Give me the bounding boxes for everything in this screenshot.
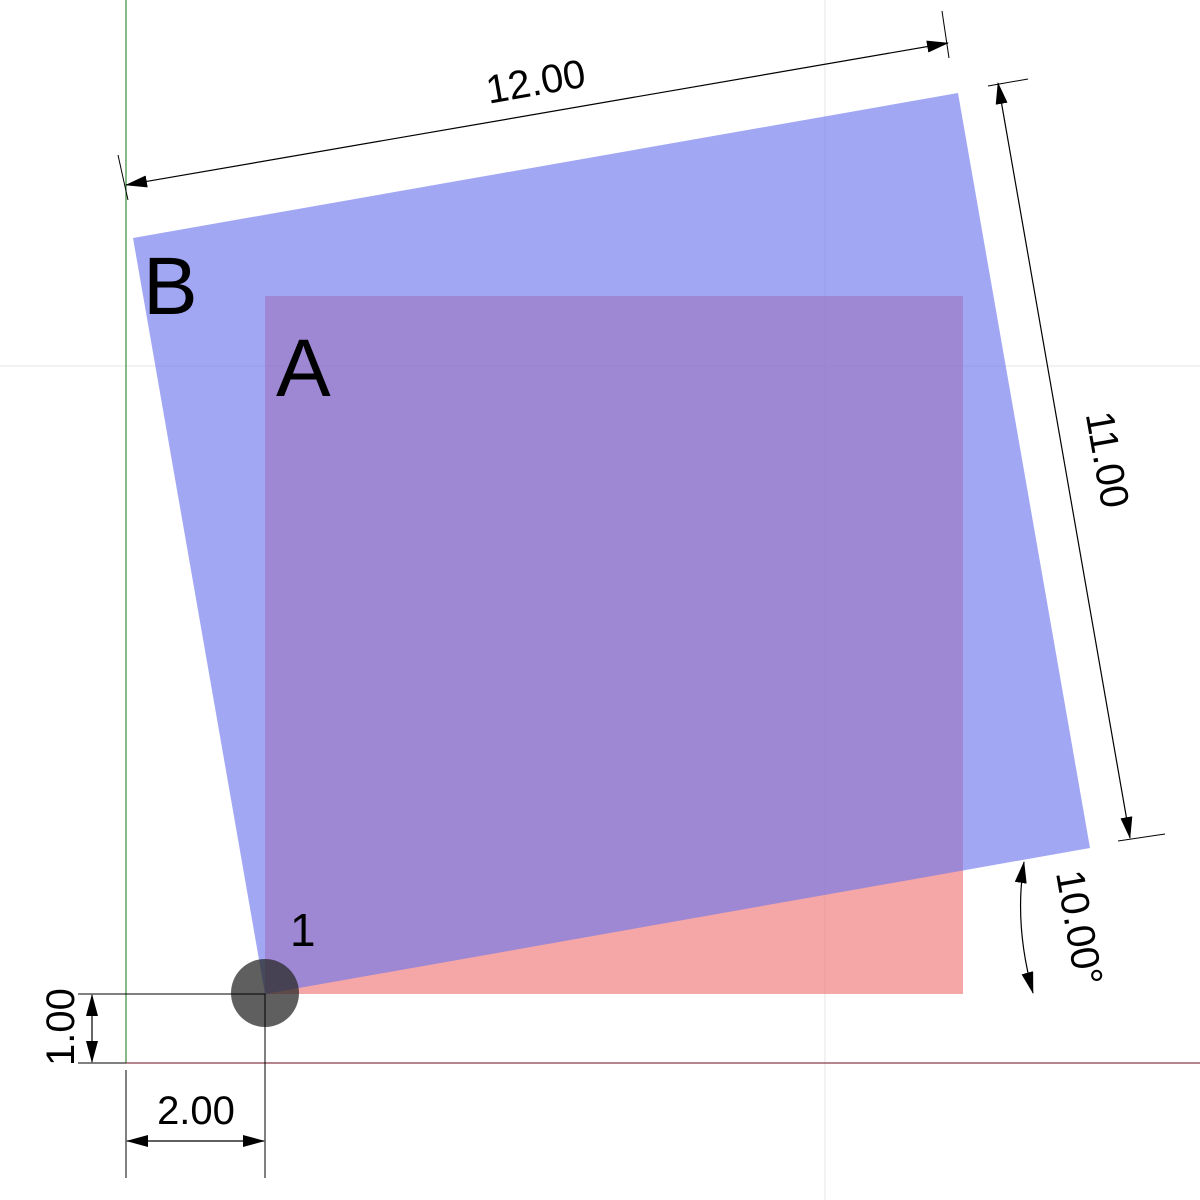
dimension-height-text: 11.00: [1077, 408, 1137, 511]
shape-a-label: A: [276, 323, 331, 414]
dimension-angle-text: 10.00°: [1047, 867, 1110, 989]
shape-b-label: B: [143, 241, 198, 332]
pivot-label: 1: [290, 904, 316, 956]
shape-b[interactable]: [133, 93, 1090, 994]
dimension-offset-y-text: 1.00: [39, 988, 83, 1066]
dimension-angle[interactable]: 10.00°: [1014, 861, 1111, 994]
dimension-offset-y[interactable]: 1.00: [39, 988, 265, 1066]
pivot-point[interactable]: [231, 959, 299, 1027]
dimension-offset-x[interactable]: 2.00: [125, 994, 266, 1178]
dimension-width-text: 12.00: [483, 52, 589, 113]
dimension-offset-x-text: 2.00: [157, 1089, 235, 1133]
